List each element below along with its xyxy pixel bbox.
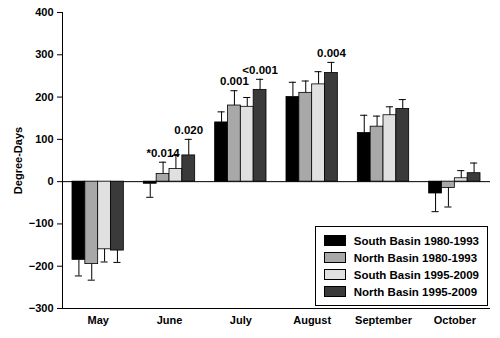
svg-text:May: May (87, 314, 109, 326)
svg-text:300: 300 (35, 48, 53, 60)
svg-text:July: July (230, 314, 253, 326)
svg-text:0: 0 (47, 175, 53, 187)
html-text:South Basin 1980-1993: South Basin 1980-1993 (353, 234, 479, 247)
html-text:North Basin 1980-1993: North Basin 1980-1993 (353, 251, 478, 264)
svg-text:June: June (157, 314, 183, 326)
svg-text:400: 400 (35, 6, 53, 18)
svg-text:−100: −100 (29, 217, 54, 229)
svg-text:200: 200 (35, 91, 53, 103)
svg-text:October: October (434, 314, 477, 326)
svg-text:100: 100 (35, 133, 53, 145)
svg-text:September: September (355, 314, 413, 326)
svg-text:−200: −200 (29, 260, 54, 272)
svg-text:−300: −300 (29, 302, 54, 314)
svg-text:0.004: 0.004 (317, 47, 346, 59)
svg-text:<0.001: <0.001 (242, 64, 278, 76)
svg-text:0.020: 0.020 (174, 124, 203, 136)
html-text:South Basin 1995-2009: South Basin 1995-2009 (353, 268, 479, 281)
svg-text:*0.014: *0.014 (146, 147, 180, 159)
html-text:North Basin 1995-2009: North Basin 1995-2009 (353, 285, 478, 298)
svg-text:0.001: 0.001 (220, 75, 249, 87)
svg-text:August: August (293, 314, 331, 326)
svg-text:Degree-Days: Degree-Days (12, 127, 24, 194)
